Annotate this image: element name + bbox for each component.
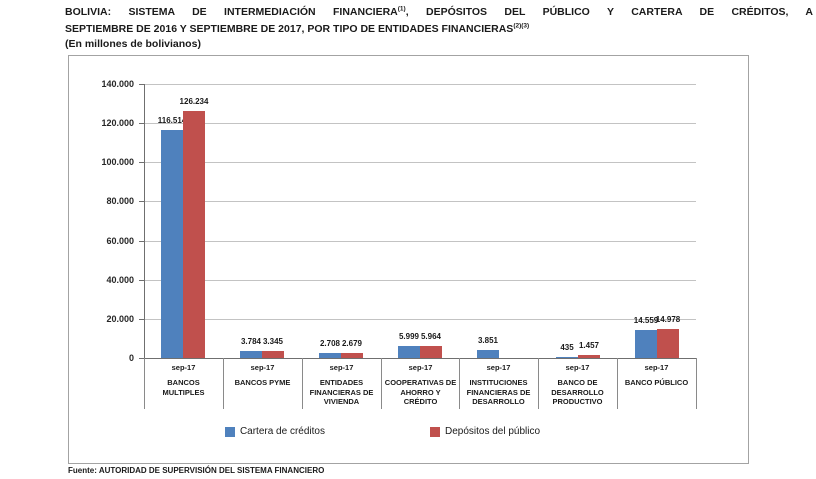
chart-legend: Cartera de créditos Depósitos del público [69,426,696,437]
y-axis-tick [139,84,144,85]
bar-cartera-de-creditos [635,330,657,358]
y-axis-tick [139,319,144,320]
bar-value-label: 2.708 [319,339,341,348]
bar-value-label: 3.784 [240,337,262,346]
chart-area: Cartera de créditos Depósitos del público… [68,55,749,464]
chart-title-line1: BOLIVIA: SISTEMA DE INTERMEDIACIÓN FINAN… [65,4,813,21]
bar-depositos-del-publico [657,329,679,358]
bar-value-label: 3.345 [262,337,284,346]
category-sub-label: sep-17 [329,363,354,372]
title-text: , DEPÓSITOS DEL PÚBLICO Y CARTERA DE CRÉ… [405,6,813,18]
category-label: COOPERATIVAS DE AHORRO Y CRÉDITO [384,378,457,406]
y-gridline [144,201,696,202]
legend-swatch-cartera-icon [224,426,235,437]
category-cell-separator [302,358,303,409]
y-axis-tick [139,162,144,163]
bar-depositos-del-publico [183,111,205,358]
category-label: INSTITUCIONES FINANCIERAS DE DESARROLLO [466,378,531,406]
y-tick-label: 20.000 [106,314,134,324]
category-cell-separator [696,358,697,409]
legend-label: Cartera de créditos [239,426,325,437]
category-cell-separator [538,358,539,409]
y-gridline [144,162,696,163]
legend-swatch-depositos-icon [429,426,440,437]
y-tick-label: 100.000 [101,157,134,167]
legend-item: Depósitos del público [429,426,541,437]
chart-title: BOLIVIA: SISTEMA DE INTERMEDIACIÓN FINAN… [65,4,813,38]
y-gridline [144,123,696,124]
legend-label: Depósitos del público [444,426,541,437]
title-footnote-ref-2: (2)(3) [513,22,530,30]
title-text: BOLIVIA: SISTEMA DE INTERMEDIACIÓN FINAN… [65,6,398,18]
category-label: BANCO DE DESARROLLO PRODUCTIVO [551,378,604,406]
legend-item: Cartera de créditos [224,426,325,437]
y-axis-tick [139,123,144,124]
y-gridline [144,319,696,320]
category-sub-label: sep-17 [171,363,196,372]
category-label: ENTIDADES FINANCIERAS DE VIVIENDA [309,378,374,406]
category-sub-label: sep-17 [486,363,511,372]
bar-cartera-de-creditos [477,350,499,358]
category-cell-separator [381,358,382,409]
y-tick-label: 120.000 [101,118,134,128]
bar-value-label: 5.964 [420,332,442,341]
y-tick-label: 80.000 [106,196,134,206]
category-cell-separator [617,358,618,409]
category-label: BANCO PÚBLICO [624,378,689,387]
bar-cartera-de-creditos [240,351,262,358]
bar-value-label: 126.234 [179,97,209,106]
bar-depositos-del-publico [341,353,363,358]
category-sub-label: sep-17 [408,363,433,372]
y-tick-label: 0 [128,353,134,363]
x-axis-baseline [144,358,696,359]
y-tick-label: 40.000 [106,275,134,285]
bar-value-label: 14.559 [633,316,659,325]
y-tick-label: 60.000 [106,236,134,246]
bar-cartera-de-creditos [398,346,420,358]
title-footnote-ref-1: (1) [397,5,406,13]
category-sub-label: sep-17 [644,363,669,372]
chart-title-line2: SEPTIEMBRE DE 2016 Y SEPTIEMBRE DE 2017,… [65,21,813,38]
y-axis-line [144,84,145,358]
bar-cartera-de-creditos [556,357,578,358]
chart-subtitle: (En millones de bolivianos) [65,38,201,50]
bar-value-label: 2.679 [341,339,363,348]
category-label: BANCOS PYME [234,378,291,387]
y-axis-tick [139,358,144,359]
category-cell-separator [459,358,460,409]
bar-value-label: 116.514 [157,116,187,125]
category-label: BANCOS MULTIPLES [162,378,205,397]
bar-depositos-del-publico [578,355,600,358]
y-axis-tick [139,241,144,242]
bar-value-label: 14.978 [655,315,681,324]
category-sub-label: sep-17 [565,363,590,372]
y-axis-tick [139,280,144,281]
bar-cartera-de-creditos [161,130,183,358]
bar-depositos-del-publico [262,351,284,358]
title-text: SEPTIEMBRE DE 2016 Y SEPTIEMBRE DE 2017,… [65,23,514,35]
y-tick-label: 140.000 [101,79,134,89]
category-cell-separator [144,358,145,409]
source-note: Fuente: AUTORIDAD DE SUPERVISIÓN DEL SIS… [68,466,325,475]
y-axis-tick [139,201,144,202]
bar-value-label: 3.851 [477,336,499,345]
bar-value-label: 435 [560,343,574,352]
y-gridline [144,280,696,281]
bar-value-label: 1.457 [578,341,600,350]
bar-cartera-de-creditos [319,353,341,358]
bar-depositos-del-publico [420,346,442,358]
y-gridline [144,84,696,85]
category-cell-separator [223,358,224,409]
bar-value-label: 5.999 [398,332,420,341]
category-sub-label: sep-17 [250,363,275,372]
y-gridline [144,241,696,242]
